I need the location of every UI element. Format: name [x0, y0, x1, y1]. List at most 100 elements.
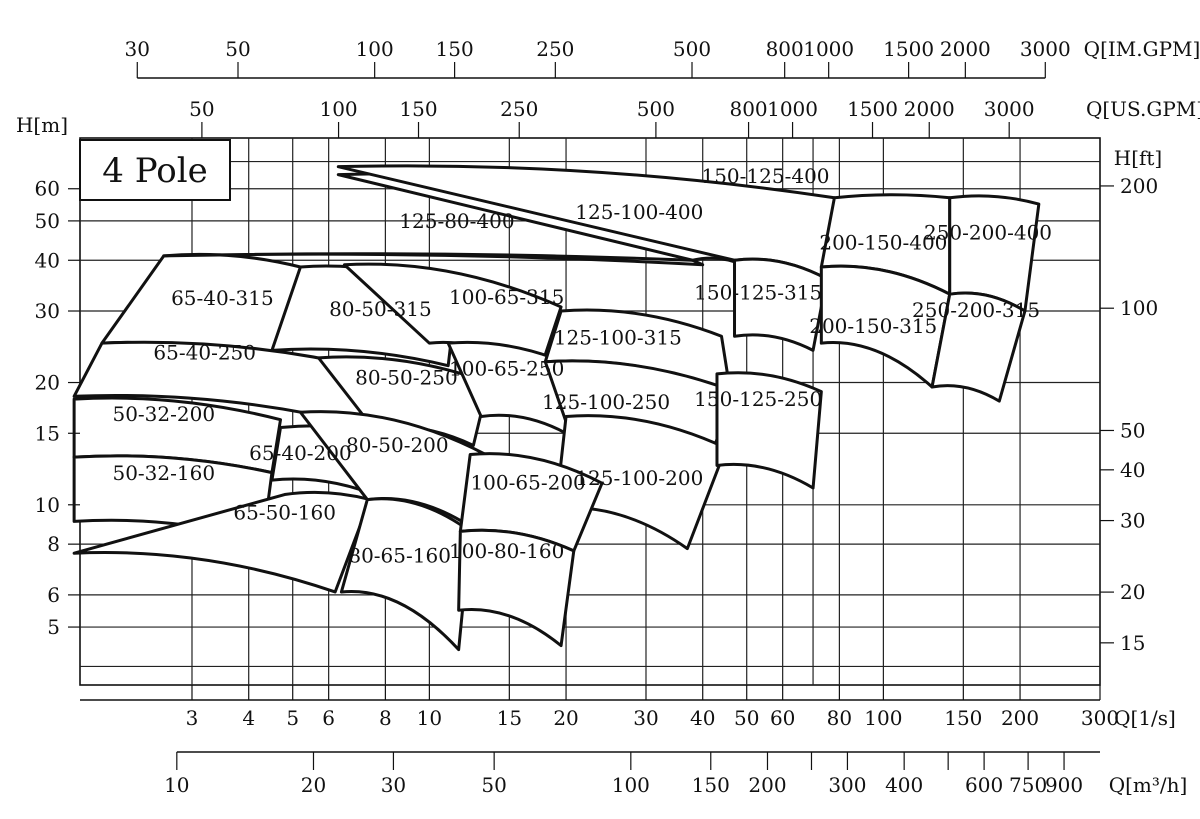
- pump-label: 65-40-315: [171, 286, 274, 310]
- pump-label: 150-125-315: [694, 281, 822, 305]
- pump-envelope: [733, 257, 829, 352]
- pump-label: 200-150-400: [819, 231, 947, 255]
- tick-label-flow-imgpm: 30: [125, 37, 150, 61]
- pump-envelope: [162, 252, 705, 267]
- pump-label: 125-80-400: [399, 209, 514, 233]
- pump-label: 100-80-160: [449, 539, 564, 563]
- tick-label-flow-usgpm: 50: [189, 97, 214, 121]
- tick-label-flow-m3h: 30: [381, 773, 406, 797]
- tick-label-flow-ls: 200: [1001, 706, 1039, 730]
- tick-label-flow-ls: 4: [242, 706, 255, 730]
- tick-label-flow-ls: 10: [417, 706, 442, 730]
- pump-label: 50-32-200: [112, 402, 215, 426]
- tick-label-flow-ls: 15: [497, 706, 522, 730]
- tick-label-flow-imgpm: 1500: [883, 37, 934, 61]
- pump-curves: [72, 164, 1041, 652]
- tick-label-flow-usgpm: 250: [500, 97, 538, 121]
- axis-label-head-m: H[m]: [16, 113, 68, 137]
- tick-label-head-m: 20: [35, 371, 60, 395]
- tick-label-flow-m3h: 200: [748, 773, 786, 797]
- tick-label-head-m: 10: [35, 493, 60, 517]
- tick-label-flow-ls: 50: [734, 706, 759, 730]
- pump-envelope: [339, 497, 472, 652]
- pump-envelope: [457, 528, 576, 648]
- pump-label: 100-65-250: [449, 357, 564, 381]
- pump-label: 200-150-315: [809, 314, 937, 338]
- tick-label-flow-m3h: 750: [1009, 773, 1047, 797]
- pump-label: 250-200-315: [912, 298, 1040, 322]
- tick-label-head-ft: 15: [1120, 631, 1145, 655]
- tick-label-flow-m3h: 300: [828, 773, 866, 797]
- tick-label-flow-m3h: 10: [164, 773, 189, 797]
- tick-label-head-ft: 20: [1120, 580, 1145, 604]
- pump-label: 100-65-315: [449, 285, 564, 309]
- axis-label-head-ft: H[ft]: [1114, 146, 1163, 170]
- tick-label-head-m: 40: [35, 248, 60, 272]
- tick-label-head-ft: 40: [1120, 458, 1145, 482]
- tick-label-head-m: 60: [35, 177, 60, 201]
- tick-label-flow-usgpm: 800: [729, 97, 767, 121]
- tick-label-flow-usgpm: 2000: [904, 97, 955, 121]
- pump-label: 150-125-400: [701, 164, 829, 188]
- tick-label-flow-ls: 60: [770, 706, 795, 730]
- tick-label-flow-imgpm: 3000: [1020, 37, 1071, 61]
- tick-label-head-m: 5: [47, 615, 60, 639]
- axis-label-flow-imgpm: Q[IM.GPM]: [1084, 37, 1200, 61]
- tick-label-flow-ls: 300: [1081, 706, 1119, 730]
- tick-label-flow-ls: 100: [864, 706, 902, 730]
- tick-label-head-ft: 50: [1120, 418, 1145, 442]
- chart-title: 4 Pole: [102, 151, 207, 191]
- tick-label-flow-imgpm: 500: [673, 37, 711, 61]
- tick-label-flow-ls: 150: [944, 706, 982, 730]
- axis-label-flow-m3h: Q[m³/h]: [1109, 773, 1188, 797]
- tick-label-head-m: 6: [47, 583, 60, 607]
- tick-label-flow-usgpm: 1000: [767, 97, 818, 121]
- tick-label-flow-imgpm: 250: [536, 37, 574, 61]
- tick-label-head-m: 50: [35, 209, 60, 233]
- tick-label-flow-m3h: 900: [1045, 773, 1083, 797]
- pump-envelope: [930, 291, 1027, 403]
- tick-label-flow-ls: 20: [553, 706, 578, 730]
- pump-label: 80-50-250: [355, 365, 458, 389]
- tick-label-flow-m3h: 100: [612, 773, 650, 797]
- tick-label-flow-ls: 30: [633, 706, 658, 730]
- pump-label: 80-50-200: [346, 433, 449, 457]
- pump-label: 50-32-160: [112, 461, 215, 485]
- tick-label-flow-imgpm: 1000: [803, 37, 854, 61]
- tick-label-flow-imgpm: 800: [766, 37, 804, 61]
- tick-label-head-m: 30: [35, 299, 60, 323]
- pump-envelope: [715, 371, 823, 490]
- pump-label: 250-200-400: [924, 220, 1052, 244]
- tick-label-head-m: 8: [47, 532, 60, 556]
- pump-envelope: [72, 490, 372, 594]
- tick-label-flow-usgpm: 500: [637, 97, 675, 121]
- tick-label-flow-ls: 40: [690, 706, 715, 730]
- title-box: 4 Pole: [79, 139, 231, 201]
- tick-label-flow-ls: 6: [322, 706, 335, 730]
- pump-labels: 65-40-31565-40-25080-50-31580-50-250100-…: [112, 164, 1052, 568]
- tick-label-flow-m3h: 600: [965, 773, 1003, 797]
- tick-label-flow-imgpm: 150: [436, 37, 474, 61]
- tick-label-flow-ls: 8: [379, 706, 392, 730]
- pump-label: 100-65-200: [470, 471, 585, 495]
- tick-label-flow-usgpm: 150: [399, 97, 437, 121]
- pump-label: 125-100-400: [575, 200, 703, 224]
- axes: 3 4 5 6 8 10 15 20 30 40 50 60 80 100 150 200 300Q[1/s]1…: [16, 37, 1200, 797]
- tick-label-flow-m3h: 150: [692, 773, 730, 797]
- tick-label-flow-usgpm: 1500: [847, 97, 898, 121]
- pump-label: 80-50-315: [329, 297, 432, 321]
- pump-label: 80-65-160: [348, 544, 451, 568]
- tick-label-flow-imgpm: 50: [225, 37, 250, 61]
- axis-label-flow-ls: Q[1/s]: [1114, 706, 1176, 730]
- tick-label-flow-m3h: 20: [301, 773, 326, 797]
- tick-label-flow-usgpm: 100: [319, 97, 357, 121]
- pump-label: 125-100-200: [575, 466, 703, 490]
- tick-label-flow-usgpm: 3000: [984, 97, 1035, 121]
- pump-label: 65-40-200: [249, 441, 352, 465]
- tick-label-flow-m3h: 50: [481, 773, 506, 797]
- tick-label-head-ft: 30: [1120, 509, 1145, 533]
- tick-label-head-m: 15: [35, 421, 60, 445]
- pump-label: 150-125-250: [694, 387, 822, 411]
- pump-label: 65-40-250: [153, 340, 256, 364]
